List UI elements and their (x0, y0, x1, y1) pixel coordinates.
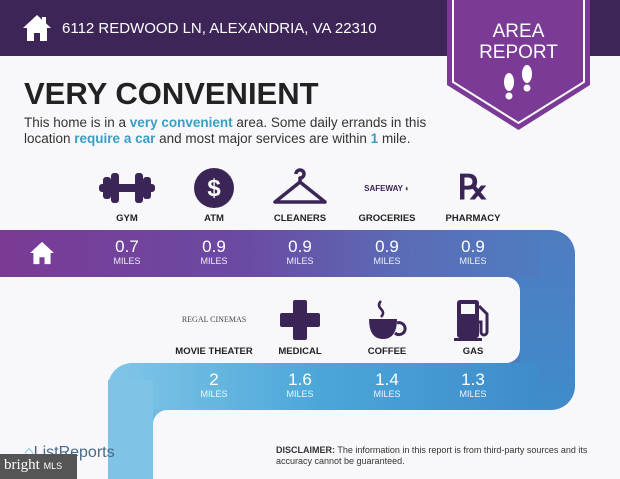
route-band-left (108, 380, 153, 479)
page-title: VERY CONVENIENT (24, 76, 319, 111)
home-marker (0, 230, 84, 277)
label-groceries: GROCERIES (358, 213, 416, 224)
distance-atm: 0.9 MILES (200, 237, 228, 267)
distance-gas: 1.3 MILES (459, 370, 487, 400)
medical-cross-icon (265, 298, 335, 342)
disclaimer: DISCLAIMER: The information in this repo… (276, 445, 588, 466)
svg-text:$: $ (207, 175, 221, 202)
route-inner-white (153, 410, 183, 479)
badge-line-1: AREA (492, 21, 545, 42)
footprints-icon (504, 65, 532, 100)
label-movie-theater: MOVIE THEATER (175, 346, 253, 357)
distance-movie-theater: 2 MILES (200, 370, 228, 400)
distance-coffee: 1.4 MILES (373, 370, 401, 400)
address: 6112 REDWOOD LN, ALEXANDRIA, VA 22310 (62, 20, 377, 37)
rx-icon: ℞ (457, 170, 489, 207)
label-cleaners: CLEANERS (273, 213, 327, 224)
area-report-badge (447, 0, 590, 130)
distance-gym: 0.7 MILES (113, 237, 141, 267)
distance-cleaners: 0.9 MILES (286, 237, 314, 267)
distance-pharmacy: 0.9 MILES (459, 237, 487, 267)
route-band-top (0, 230, 540, 277)
hanger-icon (265, 166, 335, 210)
safeway-logo: SAFEWAY ◐ (364, 183, 410, 193)
distance-groceries: 0.9 MILES (373, 237, 401, 267)
route-band-bottom (108, 363, 538, 410)
home-icon (30, 241, 54, 265)
dumbbell-icon (92, 166, 162, 210)
regal-cinemas-logo: REGAL CINEMAS (181, 315, 247, 324)
label-pharmacy: PHARMACY (445, 213, 501, 224)
distance-medical: 1.6 MILES (286, 370, 314, 400)
home-icon (23, 15, 51, 41)
bright-mls-watermark: bright MLS (0, 454, 77, 479)
label-coffee: COFFEE (367, 346, 407, 357)
label-medical: MEDICAL (278, 346, 322, 357)
dollar-icon: $ (179, 166, 249, 210)
badge-line-2: REPORT (479, 42, 558, 63)
label-gym: GYM (116, 213, 138, 224)
description: This home is in a very convenient area. … (24, 115, 427, 146)
coffee-icon (352, 298, 422, 342)
label-atm: ATM (204, 213, 224, 224)
label-gas: GAS (462, 346, 484, 357)
gas-pump-icon (438, 298, 508, 342)
